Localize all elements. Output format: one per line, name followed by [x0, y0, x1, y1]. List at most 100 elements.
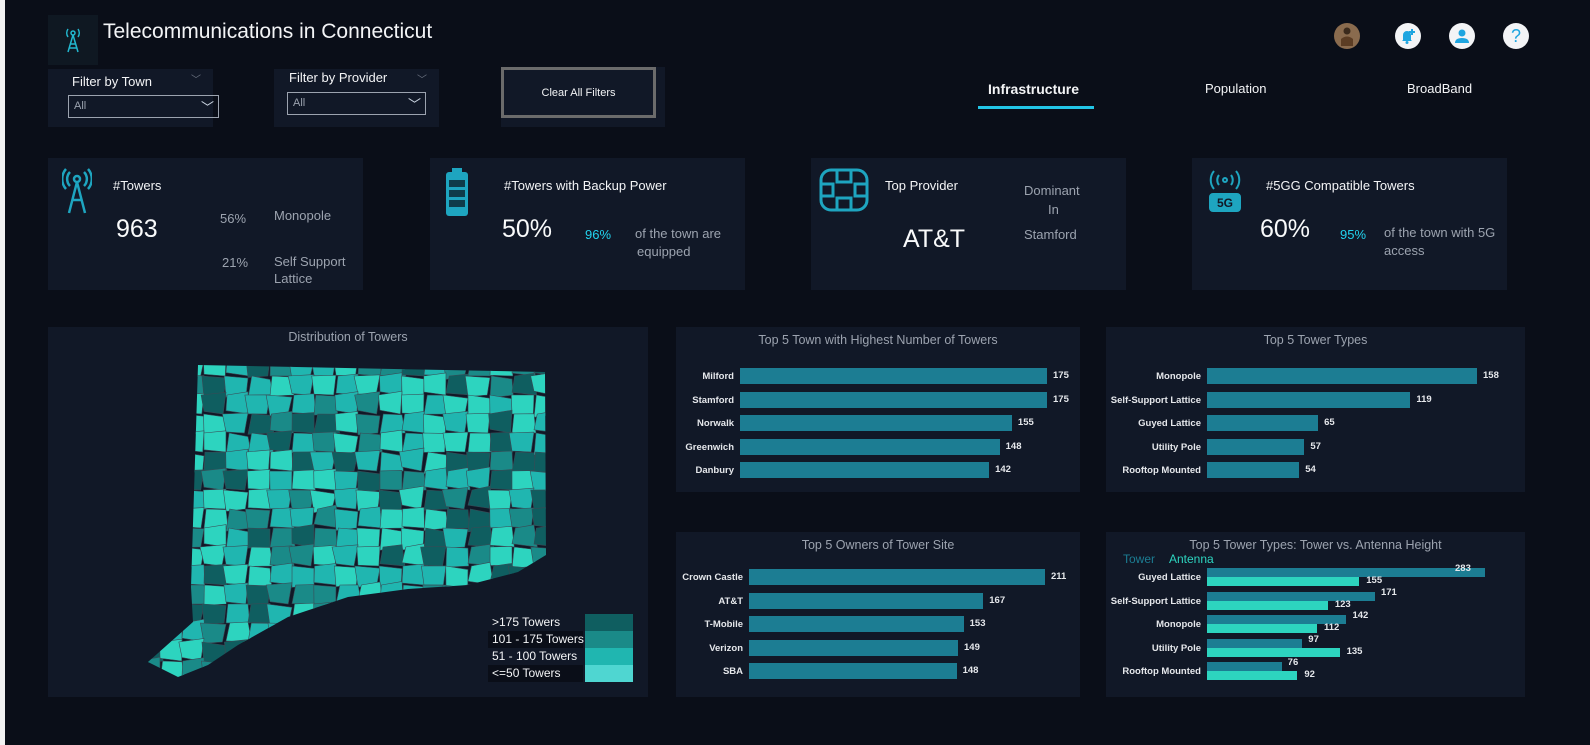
- town-region[interactable]: [489, 508, 513, 529]
- town-region[interactable]: [247, 413, 275, 435]
- town-region[interactable]: [533, 524, 558, 548]
- town-region[interactable]: [335, 603, 359, 627]
- town-region[interactable]: [265, 582, 293, 605]
- town-region[interactable]: [508, 507, 535, 529]
- town-region[interactable]: [223, 582, 249, 605]
- town-region[interactable]: [380, 679, 404, 697]
- town-region[interactable]: [354, 618, 381, 643]
- town-region[interactable]: [201, 603, 227, 625]
- town-region[interactable]: [269, 562, 294, 586]
- town-region[interactable]: [442, 431, 469, 453]
- town-region[interactable]: [269, 411, 294, 434]
- town-region[interactable]: [379, 581, 404, 605]
- town-region[interactable]: [556, 563, 580, 585]
- town-region[interactable]: [357, 660, 382, 682]
- town-region[interactable]: [507, 565, 535, 588]
- avatar[interactable]: [1334, 23, 1360, 49]
- town-region[interactable]: [136, 584, 161, 606]
- town-region[interactable]: [178, 507, 205, 529]
- town-region[interactable]: [138, 656, 161, 680]
- town-region[interactable]: [248, 680, 272, 697]
- town-region[interactable]: [291, 393, 317, 415]
- town-region[interactable]: [199, 544, 227, 567]
- town-region[interactable]: [291, 524, 315, 548]
- bar[interactable]: [749, 663, 957, 679]
- town-region[interactable]: [313, 413, 341, 434]
- town-region[interactable]: [156, 546, 183, 569]
- town-region[interactable]: [554, 449, 578, 471]
- town-region[interactable]: [489, 450, 514, 472]
- town-region[interactable]: [313, 468, 337, 491]
- town-region[interactable]: [269, 357, 293, 377]
- town-region[interactable]: [466, 582, 491, 605]
- bar[interactable]: [749, 569, 1045, 585]
- town-region[interactable]: [511, 413, 537, 434]
- town-region[interactable]: [203, 430, 227, 453]
- town-region[interactable]: [334, 508, 359, 531]
- town-region[interactable]: [335, 641, 362, 665]
- town-region[interactable]: [556, 433, 581, 452]
- town-region[interactable]: [202, 355, 227, 377]
- town-region[interactable]: [465, 676, 491, 697]
- town-region[interactable]: [291, 622, 315, 646]
- town-region[interactable]: [442, 410, 469, 434]
- town-region[interactable]: [467, 544, 494, 567]
- town-region[interactable]: [398, 485, 425, 510]
- bar-tower[interactable]: [1207, 615, 1347, 624]
- town-region[interactable]: [202, 680, 226, 697]
- town-region[interactable]: [181, 564, 205, 586]
- town-region[interactable]: [225, 448, 249, 472]
- town-region[interactable]: [334, 680, 358, 697]
- town-region[interactable]: [138, 546, 161, 567]
- town-region[interactable]: [313, 618, 340, 643]
- tab-broadband[interactable]: BroadBand: [1407, 81, 1473, 96]
- town-region[interactable]: [379, 622, 405, 645]
- town-region[interactable]: [333, 356, 359, 377]
- bar-tower[interactable]: [1207, 638, 1303, 648]
- town-region[interactable]: [225, 354, 250, 377]
- chevron-down-icon[interactable]: ﹀: [417, 75, 427, 86]
- town-region[interactable]: [203, 488, 227, 510]
- town-region[interactable]: [335, 658, 359, 680]
- town-region[interactable]: [138, 357, 161, 377]
- town-region[interactable]: [556, 547, 581, 567]
- town-region[interactable]: [555, 357, 578, 377]
- town-region[interactable]: [181, 375, 205, 396]
- legend-tower[interactable]: Tower: [1123, 552, 1156, 566]
- town-region[interactable]: [135, 432, 161, 455]
- town-region[interactable]: [354, 603, 381, 626]
- town-region[interactable]: [401, 393, 425, 415]
- town-region[interactable]: [400, 622, 425, 646]
- town-region[interactable]: [375, 601, 403, 624]
- town-region[interactable]: [511, 394, 535, 415]
- town-region[interactable]: [553, 507, 578, 528]
- town-region[interactable]: [222, 545, 249, 567]
- town-region[interactable]: [357, 470, 381, 494]
- town-region[interactable]: [138, 565, 162, 589]
- town-region[interactable]: [159, 582, 183, 605]
- town-region[interactable]: [288, 680, 314, 697]
- town-region[interactable]: [355, 413, 381, 436]
- town-region[interactable]: [401, 584, 426, 607]
- bar[interactable]: [740, 368, 1047, 384]
- town-region[interactable]: [244, 394, 271, 415]
- town-region[interactable]: [422, 432, 447, 453]
- town-region[interactable]: [180, 430, 205, 453]
- town-region[interactable]: [222, 412, 249, 434]
- bar[interactable]: [740, 438, 1000, 455]
- town-region[interactable]: [157, 448, 183, 472]
- town-region[interactable]: [445, 622, 472, 647]
- tab-infrastructure[interactable]: Infrastructure: [988, 81, 1080, 97]
- town-region[interactable]: [314, 680, 338, 697]
- connecticut-map[interactable]: [48, 327, 648, 697]
- town-region[interactable]: [138, 391, 161, 415]
- user-icon[interactable]: [1449, 23, 1475, 49]
- town-region[interactable]: [157, 488, 183, 510]
- town-region[interactable]: [311, 431, 337, 453]
- town-region[interactable]: [138, 603, 162, 627]
- town-region[interactable]: [422, 584, 447, 605]
- town-region[interactable]: [401, 639, 426, 662]
- town-region[interactable]: [288, 543, 315, 567]
- bar-tower[interactable]: [1207, 591, 1375, 601]
- town-region[interactable]: [401, 507, 425, 529]
